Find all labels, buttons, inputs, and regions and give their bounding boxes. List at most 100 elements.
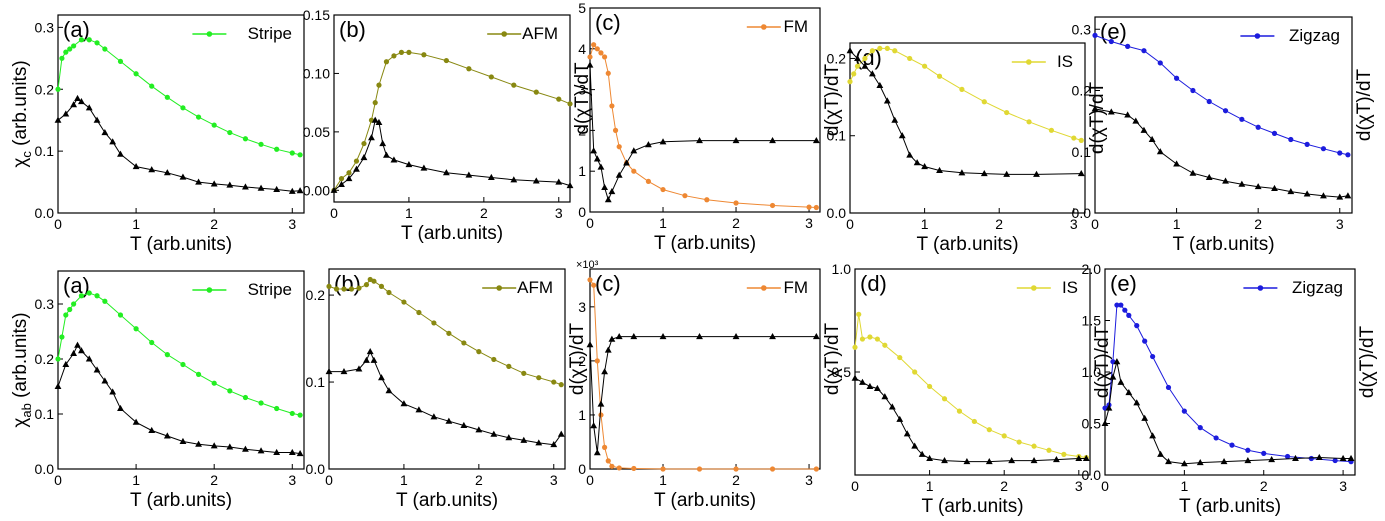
x-tick-label: 2 <box>732 472 740 488</box>
data-point-triangle <box>257 447 265 454</box>
y-tick-label: 0.1 <box>35 406 55 422</box>
data-point-triangle <box>353 165 360 172</box>
y-tick-label: 0.1 <box>1072 144 1092 160</box>
data-point-circle <box>598 50 604 56</box>
data-point-circle <box>605 70 611 76</box>
data-point-circle <box>78 293 85 299</box>
data-point-triangle <box>70 349 78 357</box>
data-point-circle <box>164 94 170 100</box>
x-tick-label: 2 <box>1254 216 1262 232</box>
data-point-circle <box>78 37 85 43</box>
data-point-circle <box>587 54 593 60</box>
data-point-circle <box>258 400 264 406</box>
series-line-derivative <box>57 344 301 455</box>
data-point-triangle <box>93 116 101 123</box>
x-tick-label: 3 <box>288 472 296 488</box>
data-point-triangle <box>1180 460 1188 467</box>
x-tick-label: 0 <box>586 472 594 488</box>
data-point-triangle <box>1238 180 1246 187</box>
data-point-triangle <box>593 449 601 456</box>
data-point-triangle <box>630 147 638 154</box>
panel-label: (c) <box>595 271 621 296</box>
data-point-circle <box>1061 451 1067 457</box>
data-point-triangle <box>630 332 638 340</box>
legend-label: Zigzag <box>1289 26 1340 45</box>
data-point-circle <box>67 46 73 52</box>
x-tick-label: 1 <box>132 472 140 488</box>
plot-frame <box>333 14 571 203</box>
data-point-triangle <box>475 426 483 433</box>
data-point-triangle <box>487 173 495 180</box>
data-point-circle <box>1261 450 1267 456</box>
data-point-circle <box>386 289 392 296</box>
data-point-circle <box>371 278 377 284</box>
data-point-triangle <box>375 118 383 126</box>
y-tick-label: 0 <box>578 461 586 477</box>
data-point-circle <box>959 86 965 92</box>
data-point-circle <box>149 83 155 89</box>
data-point-circle <box>854 63 861 69</box>
x-tick-label: 0 <box>1101 478 1109 494</box>
data-point-triangle <box>405 161 413 168</box>
data-point-circle <box>813 204 819 211</box>
series-line-derivative <box>329 350 562 446</box>
data-point-circle <box>353 158 360 164</box>
data-point-circle <box>289 410 295 417</box>
data-point-circle <box>594 46 600 52</box>
data-point-circle <box>346 170 352 176</box>
data-point-circle <box>372 100 378 106</box>
data-point-circle <box>1004 109 1010 116</box>
data-point-triangle <box>769 137 776 144</box>
data-point-triangle <box>273 185 281 193</box>
data-point-triangle <box>148 166 156 173</box>
data-point-triangle <box>70 101 78 108</box>
data-point-circle <box>882 342 888 348</box>
data-point-triangle <box>1125 389 1133 396</box>
y-tick-label: 1 <box>578 407 586 423</box>
data-point-circle <box>149 339 155 346</box>
series-line-zigzag <box>1094 34 1349 156</box>
data-point-circle <box>274 146 280 152</box>
x-axis-label: T (arb.units) <box>130 490 232 511</box>
data-point-triangle <box>1339 454 1347 462</box>
legend-marker <box>501 31 508 37</box>
data-point-triangle <box>109 388 117 395</box>
data-point-triangle <box>363 356 370 363</box>
data-point-triangle <box>420 164 428 171</box>
data-point-circle <box>682 193 688 199</box>
data-point-circle <box>645 178 652 184</box>
data-point-triangle <box>465 171 473 178</box>
data-point-circle <box>1108 38 1114 45</box>
data-point-circle <box>86 290 92 296</box>
y-tick-label: 2 <box>578 122 586 138</box>
data-point-circle <box>536 375 542 381</box>
data-point-circle <box>867 334 873 340</box>
data-point-circle <box>847 79 853 85</box>
data-point-triangle <box>644 141 652 148</box>
x-tick-label: 1 <box>1173 216 1181 232</box>
data-point-circle <box>488 74 494 80</box>
data-point-circle <box>1222 108 1229 114</box>
data-point-circle <box>1288 136 1294 143</box>
data-point-circle <box>227 388 233 394</box>
data-point-triangle <box>370 356 378 363</box>
data-point-triangle <box>366 348 374 355</box>
data-point-triangle <box>195 440 202 447</box>
data-point-circle <box>851 71 857 77</box>
panel-label: (e) <box>1100 19 1127 44</box>
data-point-triangle <box>226 181 234 188</box>
data-point-circle <box>733 466 739 472</box>
data-point-circle <box>378 283 385 289</box>
data-point-circle <box>521 370 527 376</box>
data-point-triangle <box>1173 160 1181 167</box>
data-point-triangle <box>109 138 117 145</box>
x-tick-label: 3 <box>805 472 813 488</box>
data-point-triangle <box>132 162 140 170</box>
panel-6: 0 1 2 3 0.0 0.1 0.2 0.3 T (arb.units) χab (arb.un… <box>10 270 305 511</box>
data-point-circle <box>1048 127 1055 133</box>
data-point-circle <box>94 40 100 46</box>
data-point-circle <box>71 301 77 307</box>
data-point-circle <box>376 82 382 88</box>
data-point-circle <box>391 53 397 59</box>
